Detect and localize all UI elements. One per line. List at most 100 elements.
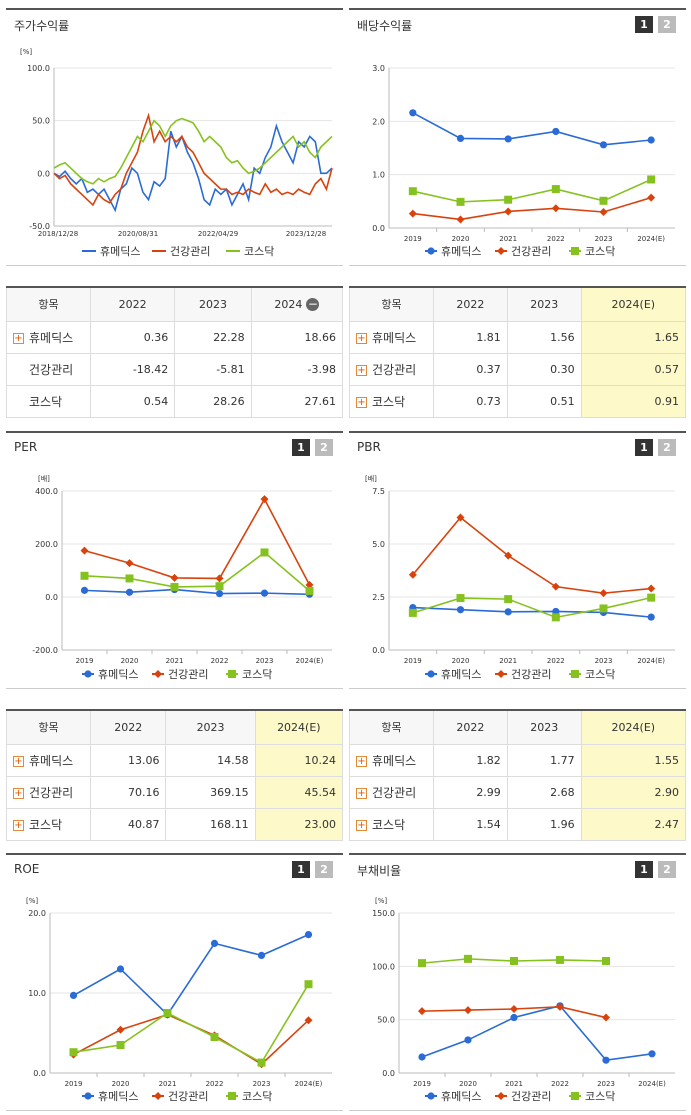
expand-icon[interactable]: + — [356, 396, 367, 408]
chart-toggle-1-button[interactable]: 1 — [292, 861, 310, 878]
series-line — [412, 606, 652, 618]
table-cell: -18.42 — [89, 352, 176, 386]
humedix-point — [69, 991, 78, 999]
expand-icon[interactable]: + — [13, 755, 24, 767]
health-point — [599, 208, 608, 216]
table-cell: 28.26 — [174, 384, 252, 418]
humedix-point — [552, 127, 560, 136]
humedix-point — [409, 109, 417, 117]
health-point — [497, 670, 505, 678]
expand-icon[interactable]: + — [356, 364, 367, 376]
legend-label: 코스닥 — [242, 668, 272, 681]
table-cell: 369.15 — [165, 775, 256, 809]
y-tick-label: 0.0 — [382, 1069, 395, 1078]
table-row: + 휴메딕스 13.06 14.58 10.24 — [6, 743, 344, 777]
table-row: + 코스닥 40.87 168.11 23.00 — [6, 807, 344, 841]
chart-toggle-2-button[interactable]: 2 — [658, 16, 676, 33]
table-cell: 1.77 — [506, 743, 582, 777]
x-tick-label: 2023 — [595, 235, 613, 243]
humedix-point — [125, 588, 134, 596]
table-row: 코스닥 0.54 28.26 27.61 — [6, 384, 344, 418]
table-row: + 휴메딕스 0.36 22.28 18.66 — [6, 320, 344, 354]
legend-label: 건강관리 — [511, 245, 551, 258]
humedix-point — [427, 247, 435, 255]
kosdaq-point — [170, 582, 179, 591]
x-tick-label: 2019 — [404, 235, 422, 243]
x-tick-label: 2019 — [404, 657, 422, 665]
y-tick-label: 10.0 — [28, 989, 46, 998]
expand-icon[interactable]: + — [13, 332, 24, 344]
y-tick-label: -50.0 — [29, 222, 50, 231]
expand-icon[interactable]: + — [356, 787, 367, 799]
chart-toggle-1-button[interactable]: 1 — [635, 861, 653, 878]
series-line — [421, 1004, 653, 1062]
chart-toggle-2-button[interactable]: 2 — [315, 861, 333, 878]
x-tick-label: 2022/04/29 — [198, 230, 238, 238]
chart-toggle-2-button[interactable]: 2 — [658, 439, 676, 456]
humedix-point — [456, 606, 465, 614]
x-tick-label: 2019 — [76, 657, 94, 665]
table-row: + 코스닥 0.73 0.51 0.91 — [349, 384, 687, 418]
chart-toggle-1-button[interactable]: 1 — [635, 16, 653, 33]
expand-icon[interactable]: + — [13, 787, 24, 799]
health-point — [418, 1007, 426, 1016]
per-chart: [배] 400.0 200.0 0.0 -200.0 2019 2020 2021 2022 20… — [32, 474, 332, 681]
kosdaq-point — [571, 1092, 579, 1100]
humedix-point — [260, 589, 269, 597]
series-line — [84, 588, 310, 596]
table-cell: 14.58 — [165, 743, 256, 777]
pbr-table: 항목 2022 2023 2024(E) + 휴메딕스 1.82 1.77 1.55 + 건강관리 2… — [349, 709, 687, 841]
humedix-point — [647, 136, 655, 144]
dividend-yield-table: 항목 2022 2023 2024(E) + 휴메딕스 1.81 1.56 1.65 + 건강관리 0… — [349, 286, 687, 418]
series-line — [412, 112, 652, 146]
y-tick-label: 200.0 — [35, 540, 58, 549]
x-tick-label: 2018/12/28 — [38, 230, 78, 238]
kosdaq-point — [647, 593, 656, 602]
y-unit-label: [%] — [375, 897, 387, 905]
kosdaq-point — [215, 582, 224, 591]
humedix-point — [504, 135, 512, 143]
chart-toggle-2-button[interactable]: 2 — [658, 861, 676, 878]
x-tick-label: 2021 — [166, 657, 184, 665]
expand-icon[interactable]: + — [356, 819, 367, 831]
series-line — [73, 1013, 310, 1066]
health-point — [599, 589, 608, 598]
health-point — [125, 559, 134, 568]
table-row: + 휴메딕스 1.82 1.77 1.55 — [349, 743, 687, 777]
chart-toggle-1-button[interactable]: 1 — [635, 439, 653, 456]
roe-chart: [%] 20.0 10.0 0.0 2019 2020 2021 2022 2023 2024(E… — [26, 897, 332, 1103]
x-tick-label: 2021 — [499, 657, 517, 665]
humedix-point — [116, 965, 125, 973]
collapse-icon[interactable]: − — [306, 297, 320, 311]
health-point — [154, 670, 162, 678]
series-line — [412, 516, 652, 594]
y-tick-label: 100.0 — [372, 962, 395, 971]
x-tick-label: 2019 — [65, 1080, 83, 1088]
health-point — [497, 247, 505, 255]
table-row: + 건강관리 70.16 369.15 45.54 — [6, 775, 344, 809]
expand-icon[interactable]: + — [356, 755, 367, 767]
expand-icon[interactable]: + — [13, 819, 24, 831]
expand-icon[interactable]: + — [356, 332, 367, 344]
table-cell: -3.98 — [250, 352, 344, 386]
x-tick-label: 2024(E) — [296, 657, 324, 665]
health-point — [80, 546, 89, 555]
legend-label: 코스닥 — [585, 1090, 615, 1103]
y-tick-label: 0.0 — [37, 169, 50, 178]
panel-title: 부채비율 — [357, 864, 402, 878]
table-cell: + 코스닥 — [349, 807, 434, 841]
chart-toggle-1-button[interactable]: 1 — [292, 439, 310, 456]
chart-toggle-2-button[interactable]: 2 — [315, 439, 333, 456]
table-row: + 코스닥 1.54 1.96 2.47 — [349, 807, 687, 841]
health-point — [304, 1016, 313, 1025]
y-tick-label: 2.5 — [372, 593, 385, 602]
y-tick-label: 7.5 — [372, 487, 385, 496]
x-tick-label: 2024(E) — [637, 235, 665, 243]
legend-label: 휴메딕스 — [100, 245, 140, 258]
series-line — [84, 497, 311, 586]
table-cell: 1.54 — [433, 807, 508, 841]
legend-label: 건강관리 — [511, 1090, 551, 1103]
